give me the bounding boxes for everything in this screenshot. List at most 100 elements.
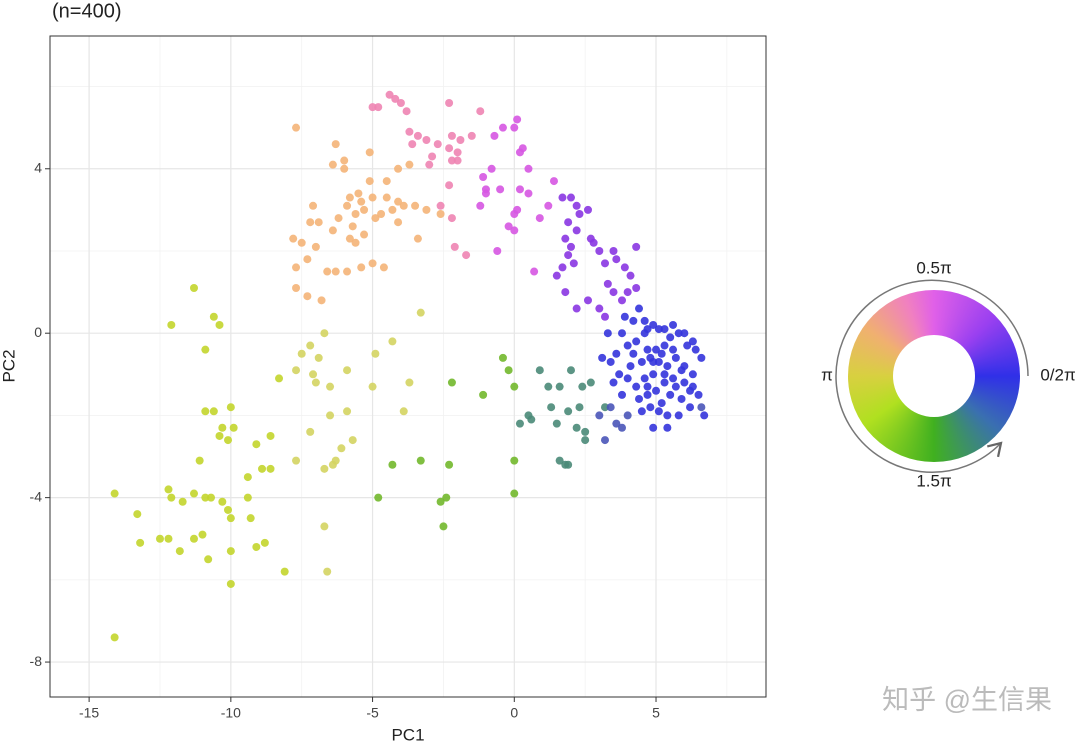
point: [603, 329, 612, 338]
point: [422, 136, 431, 145]
point: [311, 242, 320, 251]
point: [167, 320, 176, 329]
point: [680, 329, 689, 338]
point: [674, 411, 683, 420]
point: [309, 201, 318, 210]
point: [416, 456, 425, 465]
point: [549, 177, 558, 186]
point: [320, 464, 329, 473]
point: [623, 411, 632, 420]
point: [583, 205, 592, 214]
point: [175, 547, 184, 556]
point: [306, 218, 315, 227]
point: [660, 378, 669, 387]
point: [368, 103, 377, 112]
point: [504, 222, 513, 231]
point: [566, 242, 575, 251]
point: [578, 382, 587, 391]
x-tick-label: -15: [79, 705, 99, 721]
point: [354, 189, 363, 198]
point: [167, 493, 176, 502]
point: [575, 403, 584, 412]
point: [405, 160, 414, 169]
point: [408, 140, 417, 149]
point: [479, 390, 488, 399]
point: [399, 407, 408, 416]
point: [524, 189, 533, 198]
point: [609, 378, 618, 387]
point: [447, 156, 456, 165]
point: [479, 172, 488, 181]
point: [453, 156, 462, 165]
point: [331, 456, 340, 465]
point: [292, 456, 301, 465]
point: [371, 349, 380, 358]
point: [297, 238, 306, 247]
point: [209, 312, 218, 321]
point: [280, 567, 289, 576]
point: [207, 493, 216, 502]
point: [385, 90, 394, 99]
point: [394, 164, 403, 173]
point: [535, 366, 544, 375]
point: [164, 485, 173, 494]
point: [297, 349, 306, 358]
point: [620, 263, 629, 272]
point: [606, 403, 615, 412]
point: [164, 534, 173, 543]
point: [411, 201, 420, 210]
plot-border: [49, 35, 767, 698]
point: [660, 341, 669, 350]
y-tick-label: -8: [30, 653, 43, 669]
point: [618, 329, 627, 338]
point: [652, 345, 661, 354]
point: [345, 193, 354, 202]
point: [266, 464, 275, 473]
point: [447, 378, 456, 387]
point: [654, 357, 663, 366]
point: [535, 214, 544, 223]
point: [357, 263, 366, 272]
point: [640, 374, 649, 383]
point: [201, 345, 210, 354]
point: [498, 353, 507, 362]
point: [654, 407, 663, 416]
point: [623, 341, 632, 350]
point: [467, 131, 476, 140]
point: [323, 267, 332, 276]
point: [215, 320, 224, 329]
point: [558, 263, 567, 272]
point: [136, 538, 145, 547]
point: [303, 292, 312, 301]
point: [510, 226, 519, 235]
point: [487, 164, 496, 173]
point: [323, 567, 332, 576]
point: [677, 394, 686, 403]
point: [189, 489, 198, 498]
point: [586, 234, 595, 243]
point: [365, 177, 374, 186]
point: [405, 127, 414, 136]
point: [669, 374, 678, 383]
point: [618, 423, 627, 432]
point: [615, 370, 624, 379]
point: [218, 423, 227, 432]
point: [671, 353, 680, 362]
point: [660, 325, 669, 334]
point: [583, 296, 592, 305]
point: [226, 547, 235, 556]
point: [445, 460, 454, 469]
point: [374, 103, 383, 112]
point: [555, 382, 564, 391]
point: [252, 542, 261, 551]
point: [360, 205, 369, 214]
point: [388, 337, 397, 346]
point: [445, 181, 454, 190]
point: [226, 579, 235, 588]
point: [626, 271, 635, 280]
point: [311, 378, 320, 387]
point: [510, 209, 519, 218]
point: [303, 255, 312, 264]
point: [215, 431, 224, 440]
point: [688, 382, 697, 391]
